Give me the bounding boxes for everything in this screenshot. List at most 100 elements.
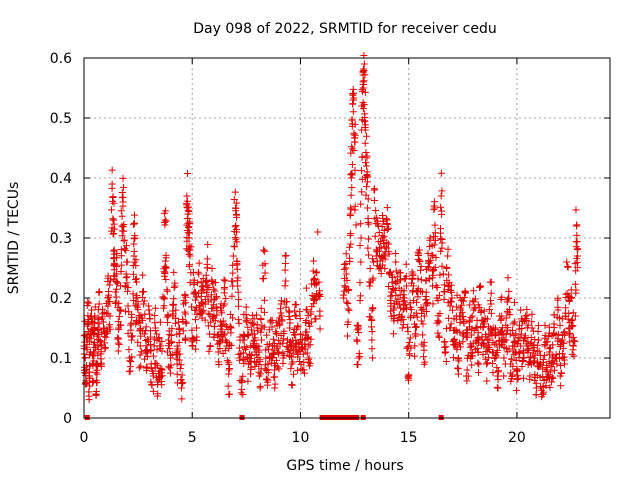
data-point [289, 349, 297, 357]
data-point [442, 343, 450, 351]
data-point [397, 269, 405, 277]
data-point [181, 308, 189, 316]
data-point [173, 330, 181, 338]
data-point [414, 251, 422, 259]
data-point [160, 295, 168, 303]
data-point [463, 377, 471, 385]
data-point [238, 376, 246, 384]
data-point [102, 328, 110, 336]
data-point [190, 335, 198, 343]
data-point [170, 284, 178, 292]
data-point [136, 319, 144, 327]
data-point [120, 221, 128, 229]
data-point [124, 302, 132, 310]
data-point [541, 321, 549, 329]
data-point [269, 335, 277, 343]
data-point [406, 351, 414, 359]
data-point [146, 315, 154, 323]
data-point [389, 330, 397, 338]
data-point [182, 299, 190, 307]
data-point [94, 326, 102, 334]
data-point [360, 66, 368, 74]
data-point [273, 356, 281, 364]
data-point [438, 262, 446, 270]
y-axis-label: SRMTID / TECUs [6, 182, 22, 295]
data-point [409, 271, 417, 279]
data-point [169, 310, 177, 318]
data-point [315, 278, 323, 286]
data-point [437, 235, 445, 243]
y-axis-ticks: 0 0.1 0.2 0.3 0.4 0.5 0.6 [50, 51, 610, 427]
data-point [250, 321, 258, 329]
data-point [113, 249, 121, 257]
data-point [111, 272, 119, 280]
data-point [500, 336, 508, 344]
data-point [115, 312, 123, 320]
data-point [569, 346, 577, 354]
data-point [186, 246, 194, 254]
data-point [137, 312, 145, 320]
data-point [421, 358, 429, 366]
data-point [487, 289, 495, 297]
data-point [398, 324, 406, 332]
data-point [365, 220, 373, 228]
data-point [223, 357, 231, 365]
data-point [99, 318, 107, 326]
data-point [314, 228, 322, 236]
data-point [359, 105, 367, 113]
data-point [260, 308, 268, 316]
data-point [247, 326, 255, 334]
data-point [221, 330, 229, 338]
data-point [487, 309, 495, 317]
data-point [483, 360, 491, 368]
data-point [158, 372, 166, 380]
data-point [142, 323, 150, 331]
data-point [95, 320, 103, 328]
data-point [543, 363, 551, 371]
data-point [403, 323, 411, 331]
data-point [183, 169, 191, 177]
data-point [215, 358, 223, 366]
data-point [364, 214, 372, 222]
data-point [511, 318, 519, 326]
data-point [147, 333, 155, 341]
data-point [496, 312, 504, 320]
data-point [226, 365, 234, 373]
data-point [348, 116, 356, 124]
data-point [484, 344, 492, 352]
data-point [162, 207, 170, 215]
data-point [262, 375, 270, 383]
data-point [466, 317, 474, 325]
data-point [574, 263, 582, 271]
data-point [570, 352, 578, 360]
data-point [225, 358, 233, 366]
data-point [524, 348, 532, 356]
data-point [349, 85, 357, 93]
data-point [362, 148, 370, 156]
data-point [95, 289, 103, 297]
data-point [108, 184, 116, 192]
data-point [133, 292, 141, 300]
data-point [89, 377, 97, 385]
data-point [233, 199, 241, 207]
data-point [369, 274, 377, 282]
data-point [539, 358, 547, 366]
data-point [540, 351, 548, 359]
data-point [207, 291, 215, 299]
data-point [191, 296, 199, 304]
data-point [369, 255, 377, 263]
data-point [485, 305, 493, 313]
data-point [275, 365, 283, 373]
data-point [139, 271, 147, 279]
data-point [113, 278, 121, 286]
data-point [85, 338, 93, 346]
data-point [251, 334, 259, 342]
x-axis-label: GPS time / hours [286, 458, 403, 474]
data-point [233, 213, 241, 221]
data-point [372, 206, 380, 214]
data-point [92, 391, 100, 399]
data-point [436, 309, 444, 317]
data-point [488, 359, 496, 367]
data-point [224, 382, 232, 390]
data-point [227, 310, 235, 318]
